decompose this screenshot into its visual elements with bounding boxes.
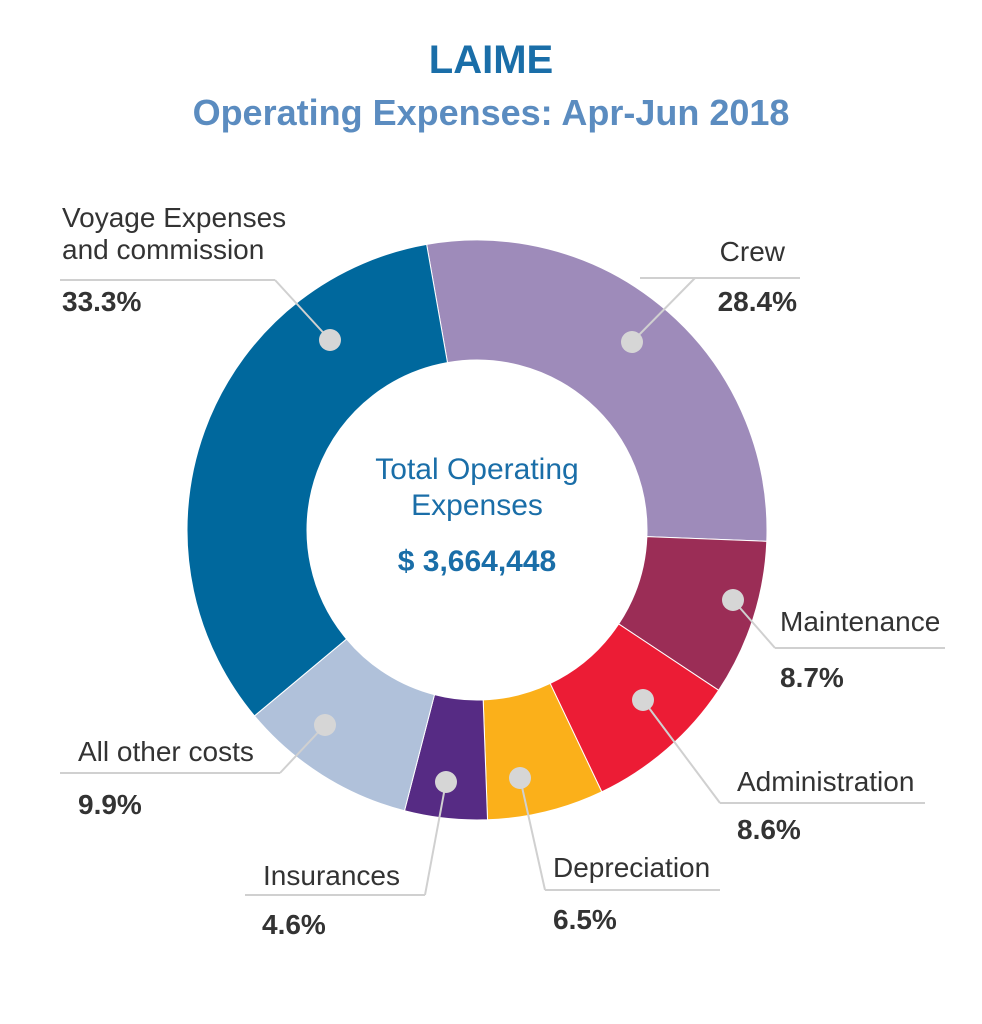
leader-dot [722,589,744,611]
donut-segment [186,243,449,717]
center-total: $ 3,664,448 [397,545,557,578]
category-label: Administration [737,766,915,797]
category-label: Voyage Expenses and commission [62,202,287,265]
category-label: Maintenance [780,606,941,637]
leader-dot [314,714,336,736]
category-label: All other costs [78,736,254,767]
donut-segment [426,239,768,542]
category-label: Depreciation [553,852,711,883]
leader-dot [621,331,643,353]
value-label: 8.6% [737,814,801,845]
value-label: 4.6% [262,909,326,940]
leader-dot [632,689,654,711]
leader-line [642,699,721,804]
leader-dot [435,771,457,793]
leader-line [631,277,696,343]
chart-subtitle: Operating Expenses: Apr-Jun 2018 [192,92,790,133]
value-label: 8.7% [780,662,844,693]
leader-line [519,777,546,891]
value-label: 9.9% [78,789,142,820]
category-label: Insurances [263,860,400,891]
leader-line [274,279,331,341]
leader-line [424,781,447,896]
value-label: 28.4% [717,286,797,317]
leader-dot [319,329,341,351]
value-label: 33.3% [62,286,142,317]
category-label: Crew [719,236,785,267]
value-label: 6.5% [553,904,617,935]
chart-title: LAIME [428,38,554,82]
center-label: Total Operating Expenses [375,453,579,522]
leader-dot [509,767,531,789]
